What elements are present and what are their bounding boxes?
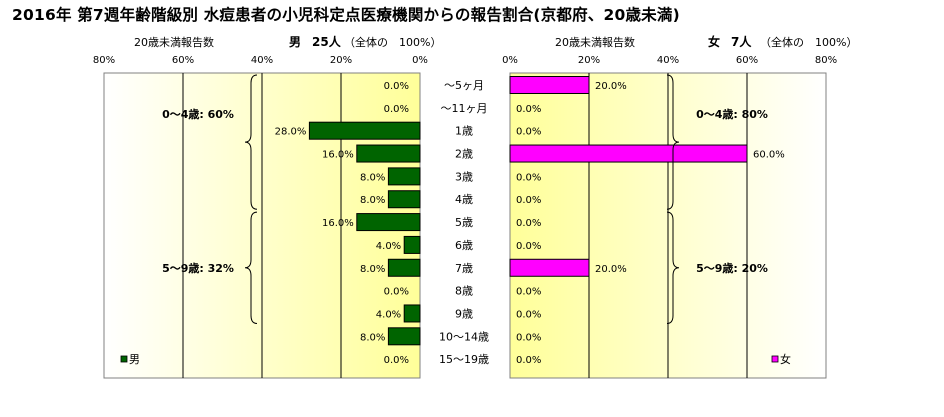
bar-female xyxy=(509,144,748,163)
tick-label-male: 20% xyxy=(330,55,352,66)
tick-label-female: 0% xyxy=(502,55,518,66)
category-label: 10～14歳 xyxy=(439,330,489,343)
chart-title: 2016年 第7週年齢階級別 水痘患者の小児科定点医療機関からの報告割合(京都府… xyxy=(12,6,680,24)
header-sex-male: 男 xyxy=(289,35,301,49)
data-label-male: 8.0% xyxy=(360,264,385,275)
legend-label-female: 女 xyxy=(780,352,791,366)
data-label-female: 0.0% xyxy=(516,309,541,320)
data-label-male: 8.0% xyxy=(360,332,385,343)
bar-male xyxy=(387,327,421,346)
data-label-female: 20.0% xyxy=(595,81,627,92)
data-label-male: 8.0% xyxy=(360,195,385,206)
header-note-male: （全体の 100%） xyxy=(344,35,441,49)
data-label-female: 0.0% xyxy=(516,332,541,343)
bar-female xyxy=(509,76,590,94)
tick-label-female: 40% xyxy=(657,55,679,66)
data-label-female: 0.0% xyxy=(516,127,541,138)
tick-label-female: 20% xyxy=(578,55,600,66)
category-label: 15～19歳 xyxy=(439,353,489,366)
data-label-male: 16.0% xyxy=(322,218,354,229)
group-brace-male xyxy=(244,211,258,324)
data-label-male: 28.0% xyxy=(275,127,307,138)
tick-label-female: 60% xyxy=(736,55,758,66)
data-label-female: 0.0% xyxy=(516,355,541,366)
tick-label-female: 80% xyxy=(815,55,837,66)
data-label-female: 60.0% xyxy=(753,150,785,161)
group-label-male: 0～4歳: 60% xyxy=(162,107,234,121)
category-label: 5歳 xyxy=(455,216,473,229)
data-label-male: 0.0% xyxy=(384,287,409,298)
data-label-female: 0.0% xyxy=(516,172,541,183)
group-label-male: 5～9歳: 32% xyxy=(162,261,234,275)
legend-swatch-male xyxy=(120,355,128,363)
category-label: 9歳 xyxy=(455,307,473,320)
data-label-male: 0.0% xyxy=(384,81,409,92)
bar-male xyxy=(403,235,421,254)
category-label: 3歳 xyxy=(455,170,473,183)
category-label: 6歳 xyxy=(455,239,473,252)
category-label: 1歳 xyxy=(455,125,473,138)
group-brace-female xyxy=(666,211,680,324)
bar-male xyxy=(387,190,421,209)
header-count-male: 25人 xyxy=(312,34,342,49)
group-label-female: 5～9歳: 20% xyxy=(696,261,768,275)
group-label-female: 0～4歳: 80% xyxy=(696,107,768,121)
category-label: 2歳 xyxy=(455,148,473,161)
group-brace-female xyxy=(666,74,680,210)
bar-male xyxy=(356,213,421,232)
legend-label-male: 男 xyxy=(129,353,140,366)
data-label-female: 0.0% xyxy=(516,195,541,206)
group-brace-male xyxy=(244,74,258,210)
bar-male xyxy=(356,144,421,163)
category-label: 4歳 xyxy=(455,193,473,206)
category-label: 7歳 xyxy=(455,262,473,275)
data-label-female: 0.0% xyxy=(516,104,541,115)
header-note-female: （全体の 100%） xyxy=(760,35,857,49)
bar-male xyxy=(403,304,421,323)
data-label-female: 0.0% xyxy=(516,241,541,252)
bar-male xyxy=(308,121,421,140)
data-label-male: 0.0% xyxy=(384,355,409,366)
header-sex-female: 女 xyxy=(708,34,720,49)
category-label: ～5ヶ月 xyxy=(444,79,484,92)
tick-label-male: 80% xyxy=(93,55,115,66)
data-label-female: 0.0% xyxy=(516,218,541,229)
data-label-male: 4.0% xyxy=(376,309,401,320)
axis-title-female: 20歳未満報告数 xyxy=(555,36,635,49)
data-label-female: 0.0% xyxy=(516,287,541,298)
tick-label-male: 0% xyxy=(412,55,428,66)
data-label-male: 0.0% xyxy=(384,104,409,115)
data-label-male: 8.0% xyxy=(360,172,385,183)
category-label: ～11ヶ月 xyxy=(441,102,488,115)
bar-male xyxy=(387,167,421,186)
header-count-female: 7人 xyxy=(731,34,752,49)
category-label: 8歳 xyxy=(455,285,473,298)
bar-female xyxy=(509,258,590,277)
axis-title-male: 20歳未満報告数 xyxy=(134,36,214,49)
data-label-female: 20.0% xyxy=(595,264,627,275)
bar-male xyxy=(387,258,421,277)
legend-swatch-female xyxy=(771,355,779,363)
tick-label-male: 60% xyxy=(172,55,194,66)
data-label-male: 16.0% xyxy=(322,150,354,161)
data-label-male: 4.0% xyxy=(376,241,401,252)
tick-label-male: 40% xyxy=(251,55,273,66)
